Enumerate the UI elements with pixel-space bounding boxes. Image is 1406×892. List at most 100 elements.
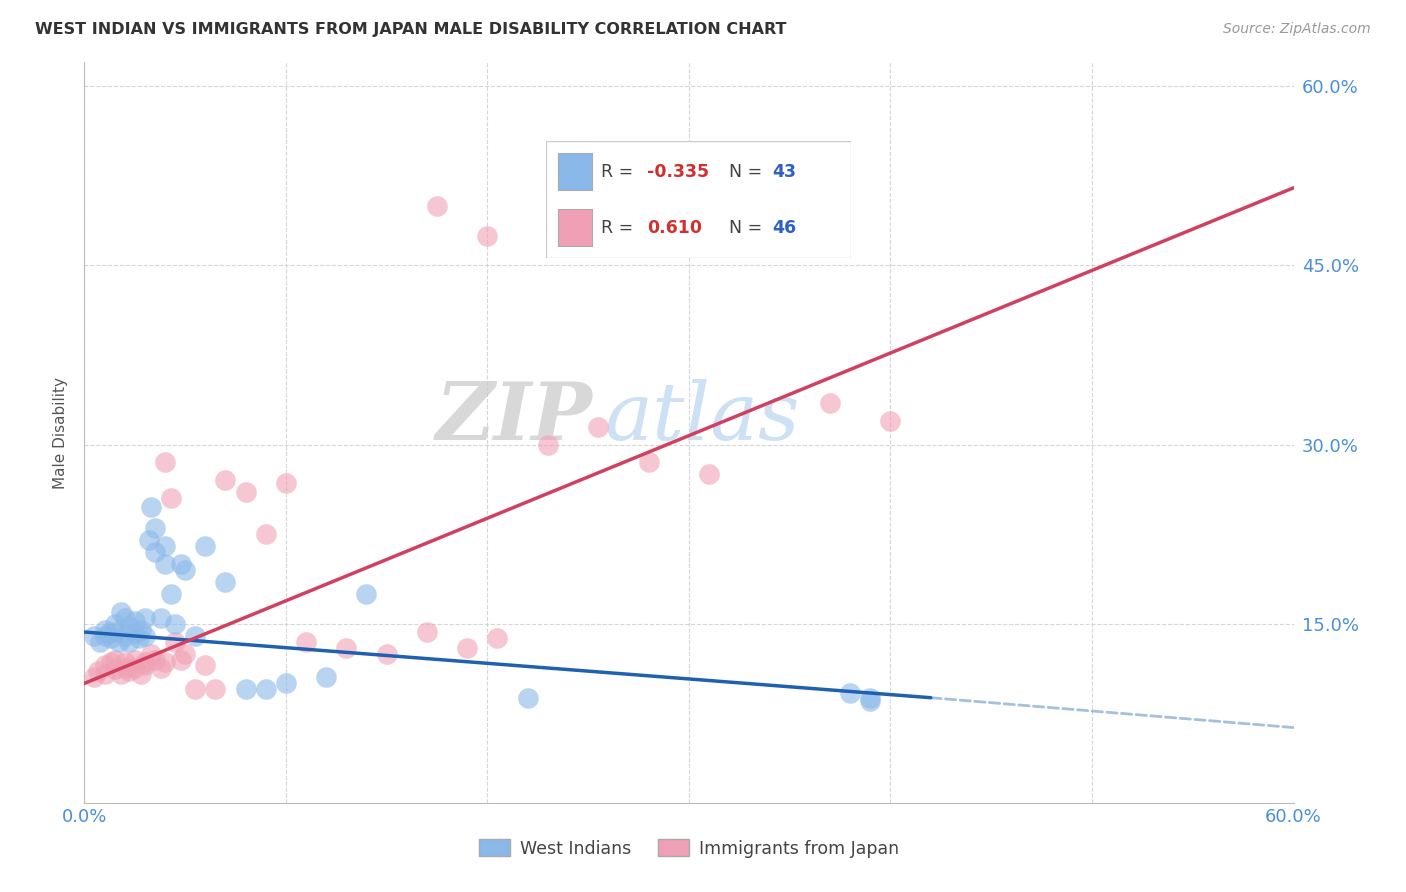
Point [214,474,236,488]
Point [114,661,136,675]
Point [83,629,105,643]
Point [83,670,105,684]
Bar [558,209,592,246]
Legend: West Indians, Immigrants from Japan: West Indians, Immigrants from Japan [471,832,907,864]
Point [165,616,187,631]
Bar [558,153,592,190]
Point [118,634,141,648]
Point [486,631,509,645]
Point [100,655,122,669]
Point [160,491,183,506]
Point [134,658,156,673]
Point [165,634,187,648]
Point [149,610,172,624]
Point [588,419,610,434]
Point [456,640,478,655]
Point [516,690,538,705]
Point [879,414,901,428]
Point [153,539,176,553]
Point [93,629,115,643]
Point [204,682,226,697]
Point [274,475,297,490]
Point [114,610,136,624]
Point [149,661,172,675]
Point [194,658,217,673]
Point [235,682,257,697]
Point [128,631,150,645]
Point [153,655,176,669]
Point [254,682,277,697]
Point [170,557,193,571]
Point [124,652,146,666]
Text: 43: 43 [772,162,796,181]
Point [138,533,160,547]
Point [477,228,499,243]
Point [426,199,449,213]
Point [93,658,115,673]
Point [118,665,141,679]
Point [637,455,659,469]
Point [87,665,110,679]
Point [110,605,132,619]
Text: WEST INDIAN VS IMMIGRANTS FROM JAPAN MALE DISABILITY CORRELATION CHART: WEST INDIAN VS IMMIGRANTS FROM JAPAN MAL… [35,22,786,37]
Point [315,670,337,684]
Point [839,686,862,700]
Point [104,625,127,640]
Point [174,563,197,577]
Point [859,690,882,705]
Point [295,634,318,648]
Y-axis label: Male Disability: Male Disability [53,376,69,489]
Text: atlas: atlas [605,379,800,457]
Point [134,610,156,624]
Point [107,634,129,648]
Point [139,647,162,661]
Text: -0.335: -0.335 [647,162,709,181]
Text: N =: N = [730,162,768,181]
Text: N =: N = [730,219,768,236]
Text: R =: R = [602,162,638,181]
Point [124,615,146,629]
Point [124,661,146,675]
Point [818,396,841,410]
Point [375,647,398,661]
Point [160,587,183,601]
Point [153,557,176,571]
Point [97,626,120,640]
Point [356,587,378,601]
Point [335,640,357,655]
Point [143,521,166,535]
Text: 46: 46 [772,219,796,236]
Point [93,666,115,681]
Point [416,625,439,640]
Point [153,455,176,469]
Point [139,500,162,514]
Point [134,629,156,643]
Point [697,467,720,482]
Point [114,629,136,643]
Text: ZIP: ZIP [436,379,592,457]
Point [214,574,236,589]
Text: R =: R = [602,219,644,236]
Point [89,634,111,648]
Point [859,694,882,708]
Point [174,647,197,661]
FancyBboxPatch shape [546,141,852,258]
Point [118,619,141,633]
Point [134,655,156,669]
Point [129,623,152,637]
Point [124,626,146,640]
Point [114,655,136,669]
Point [537,437,560,451]
Point [170,652,193,666]
Point [129,666,152,681]
Point [104,662,127,676]
Point [100,631,122,645]
Point [143,545,166,559]
Point [184,682,207,697]
Point [184,629,207,643]
Point [93,623,115,637]
Point [110,666,132,681]
Point [274,676,297,690]
Point [104,652,127,666]
Point [143,652,166,666]
